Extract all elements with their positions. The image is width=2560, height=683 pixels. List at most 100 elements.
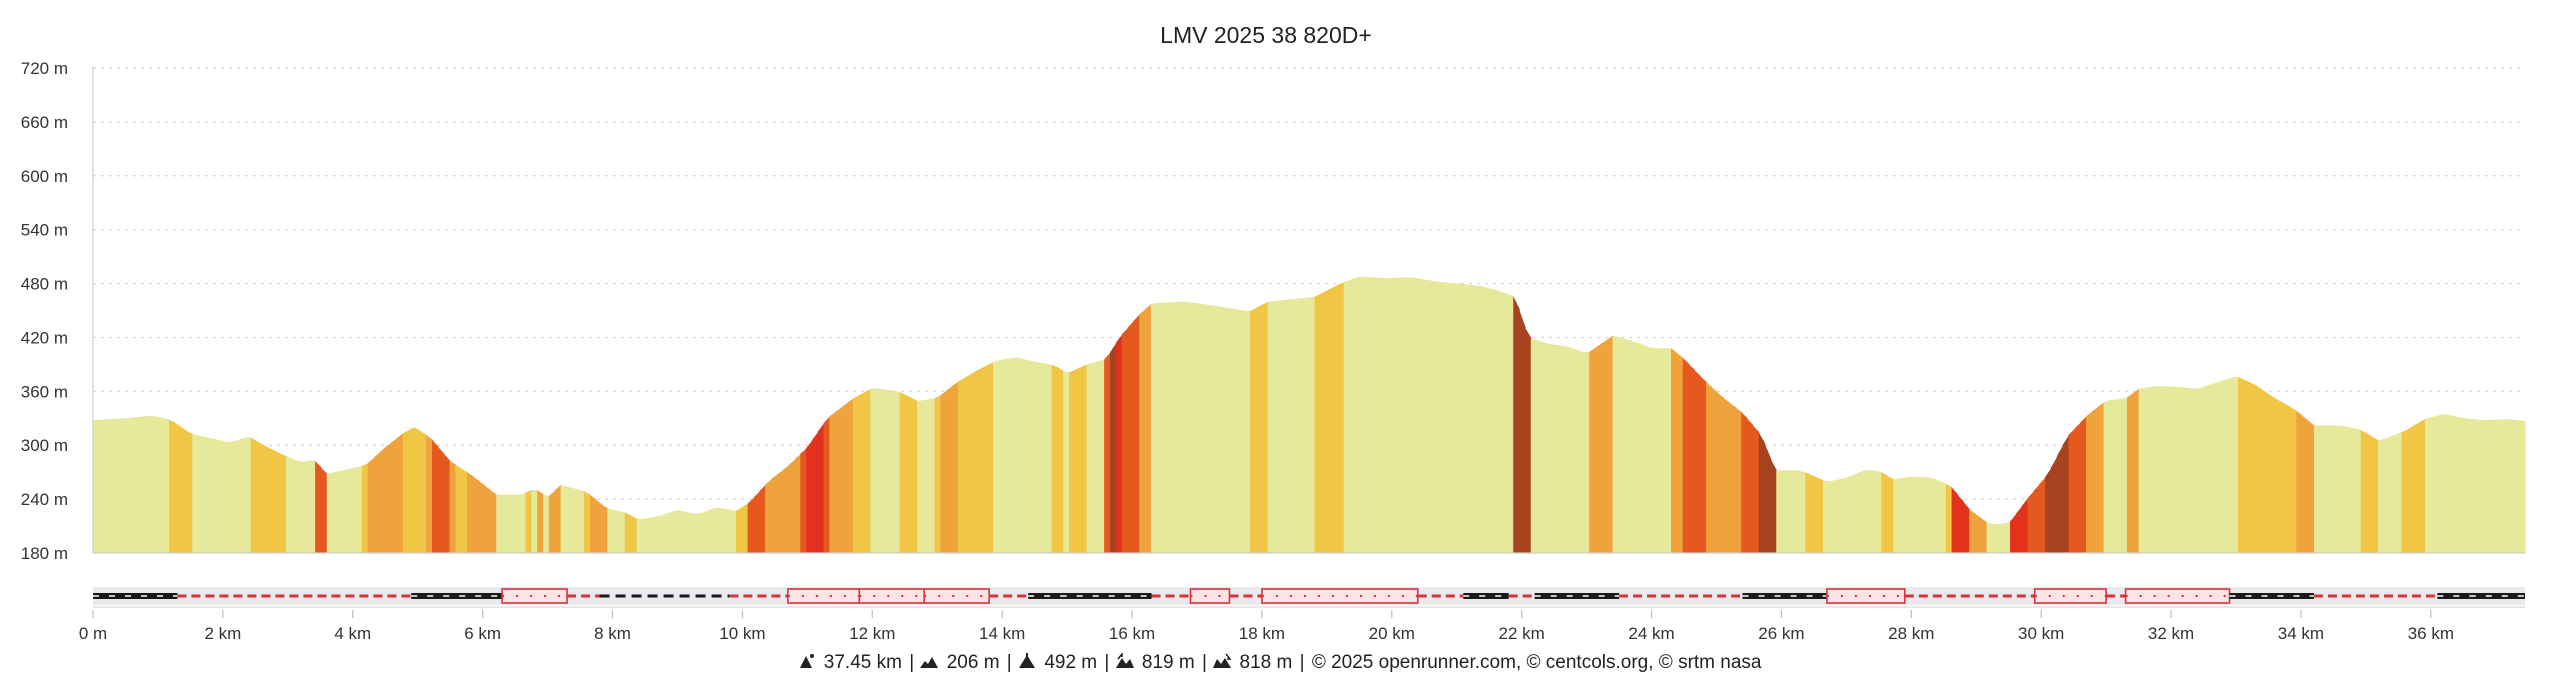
profile-segment [1221,306,1228,553]
profile-segment [1858,470,1865,553]
profile-segment [2197,386,2204,553]
profile-segment [449,460,456,553]
profile-segment [1367,276,1374,553]
profile-segment [1752,425,1760,553]
profile-segment [1495,289,1503,553]
profile-segment [1782,470,1789,553]
profile-segment [753,491,760,553]
profile-segment [1326,287,1333,553]
profile-segment [2465,418,2473,553]
profile-segment [1209,305,1216,553]
profile-segment [1343,279,1351,553]
profile-segment [1332,284,1339,553]
profile-segment [1063,370,1070,553]
profile-segment [1361,276,1368,553]
profile-segment [2325,425,2333,553]
profile-segment [1413,277,1421,553]
profile-segment [2214,381,2222,553]
profile-segment [2384,436,2391,553]
profile-segment [122,418,129,553]
profile-segment [373,452,380,553]
profile-segment [455,464,462,553]
profile-segment [560,484,568,553]
profile-segment [1840,477,1847,553]
profile-segment [917,400,924,553]
x-tick-label: 14 km [979,624,1025,643]
profile-segment [1589,347,1596,553]
profile-segment [408,427,416,553]
profile-segment [1454,283,1462,553]
x-tick-label: 2 km [204,624,241,643]
y-tick-label: 360 m [21,382,68,401]
profile-segment [350,467,357,553]
profile-segment [1039,362,1047,553]
x-tick-label: 8 km [594,624,631,643]
x-tick-label: 32 km [2148,624,2194,643]
profile-segment [841,402,848,553]
trail-box-segment [1261,588,1419,604]
profile-segment [2010,513,2017,553]
profile-segment [735,507,743,553]
profile-segment [583,491,591,553]
profile-segment [1747,418,1754,553]
profile-segment [1080,364,1088,553]
profile-segment [1244,310,1251,553]
profile-segment [1711,387,1719,553]
profile-segment [1203,304,1210,553]
profile-segment [724,508,731,553]
profile-segment [104,419,112,553]
profile-segment [315,461,322,553]
profile-segment [2191,388,2198,553]
profile-segment [1045,363,1053,553]
profile-segment [1893,478,1900,553]
y-tick-label: 720 m [21,59,68,78]
route-summary: 37.45 km | 206 m | 492 m | 819 m | 818 m… [0,651,2560,674]
profile-segment [2302,415,2309,553]
profile-segment [2074,422,2081,553]
profile-segment [1916,476,1923,553]
profile-segment [320,467,328,553]
profile-segment [537,490,544,553]
profile-segment [1875,471,1883,553]
profile-segment [1536,340,1544,553]
profile-segment [1922,477,1929,553]
profile-segment [589,494,597,553]
profile-segment [548,490,556,553]
profile-segment [525,489,532,553]
profile-segment [2389,434,2397,553]
profile-segment [2255,385,2262,553]
profile-segment [1524,327,1532,553]
profile-segment [309,460,316,553]
profile-segment [1489,288,1497,553]
profile-segment [1969,509,1976,553]
profile-segment [2349,427,2356,553]
profile-segment [1104,352,1111,553]
profile-segment [1016,357,1023,553]
profile-segment [730,509,737,553]
profile-segment [157,416,164,553]
profile-segment [1706,382,1713,553]
profile-segment [1676,353,1684,553]
profile-segment [2419,418,2426,553]
profile-segment [2126,393,2134,553]
profile-segment [1098,359,1105,553]
profile-segment [613,509,620,553]
axis-layer [92,66,2525,554]
profile-segment [1069,369,1076,553]
profile-segment [2331,425,2338,553]
descent-value: 818 m [1239,652,1293,673]
profile-segment [431,439,439,553]
profile-segment [414,427,421,553]
profile-segment [946,385,953,553]
profile-segment [858,392,866,553]
profile-segment [636,518,643,553]
profile-segment [1998,523,2005,553]
profile-segment [1355,276,1362,553]
trail-box-segment [1189,588,1231,604]
profile-segment [2261,389,2268,553]
profile-segment [1764,443,1771,553]
profile-segment [2489,419,2496,553]
profile-segment [1460,283,1468,553]
profile-segment [2132,388,2140,553]
profile-segment [2121,397,2128,553]
